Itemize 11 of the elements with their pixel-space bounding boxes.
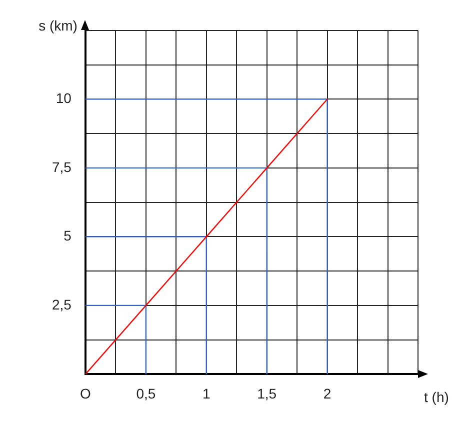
y-tick-label: 2,5 bbox=[52, 296, 72, 312]
x-axis-title: t (h) bbox=[424, 389, 449, 406]
x-tick-label: 1,5 bbox=[257, 385, 277, 402]
x-tick-label: 1 bbox=[202, 385, 210, 402]
y-tick-label: 7,5 bbox=[52, 158, 72, 175]
y-tick-label: 10 bbox=[56, 90, 72, 106]
y-axis-title: s (km) bbox=[38, 17, 78, 34]
x-tick-label: 0,5 bbox=[136, 385, 156, 402]
y-tick-label: 5 bbox=[64, 228, 72, 244]
x-tick-label: O bbox=[80, 385, 92, 402]
x-tick-label: 2 bbox=[323, 385, 332, 402]
